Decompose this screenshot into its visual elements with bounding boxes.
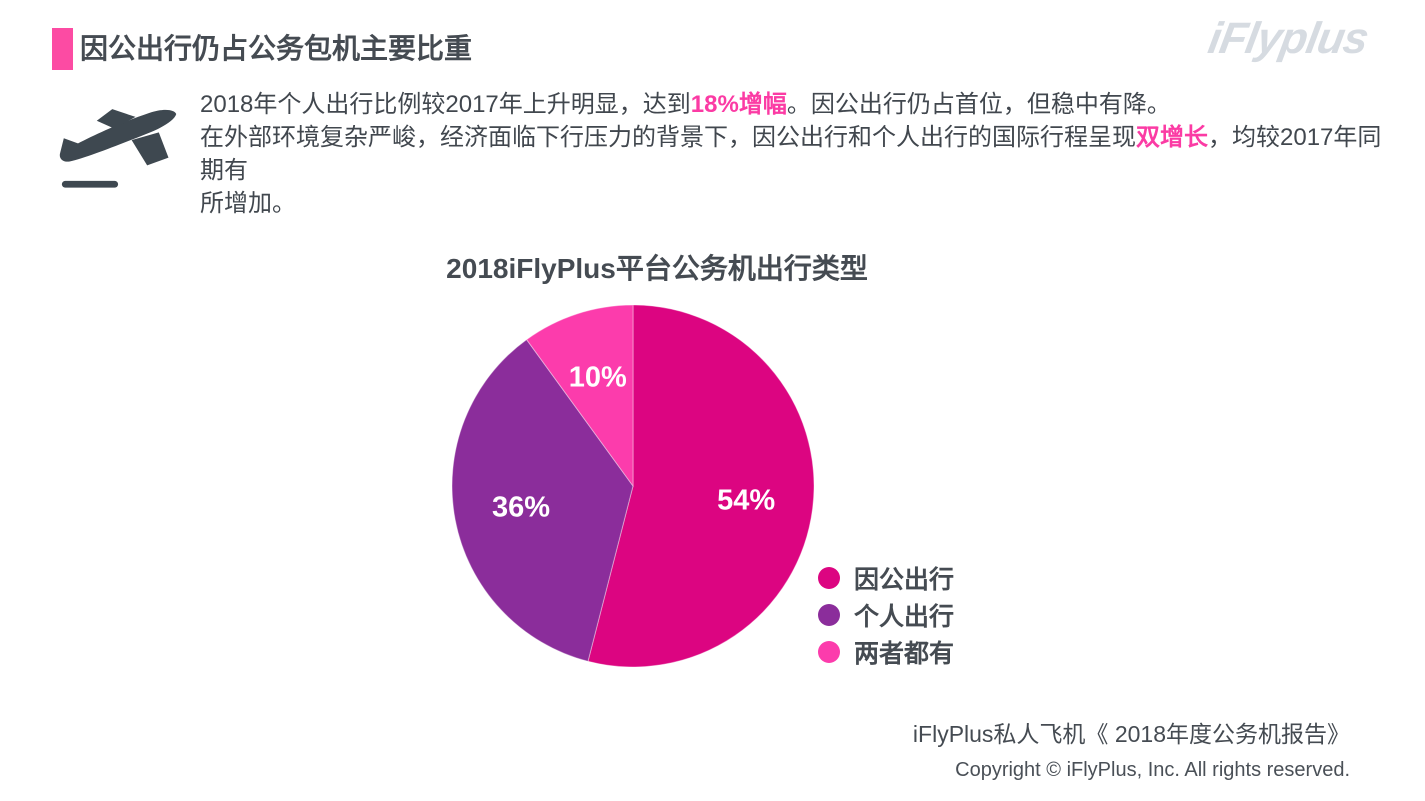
- legend-dot-icon: [818, 640, 840, 663]
- legend-item-2[interactable]: 个人出行: [818, 600, 954, 631]
- intro-text-segment: 。因公出行仍占首位，但稳中有降。: [786, 91, 1171, 118]
- pie-slice-两者都有[interactable]: [525, 304, 634, 488]
- plane-departure-icon: [59, 109, 177, 188]
- intro-paragraph: 2018年个人出行比例较2017年上升明显，达到18%增幅。因公出行仍占首位，但…: [200, 88, 1400, 220]
- intro-highlight: 双增长: [1136, 124, 1208, 151]
- pie-value-label: 10%: [569, 362, 627, 394]
- intro-text-segment: 在外部环境复杂严峻，经济面临下行压力的背景下，因公出行和个人出行的国际行程呈现: [200, 124, 1136, 151]
- page-title: 因公出行仍占公务包机主要比重: [80, 33, 473, 64]
- legend-dot-icon: [818, 603, 840, 626]
- intro-highlight: 18%增幅: [690, 91, 787, 118]
- chart-title: 2018iFlyPlus平台公务机出行类型: [446, 253, 868, 284]
- plane-ground-line: [61, 180, 119, 188]
- legend-item-1[interactable]: 因公出行: [818, 563, 954, 594]
- title-accent-bar-icon: [52, 28, 73, 70]
- copyright-text: Copyright © iFlyPlus, Inc. All rights re…: [955, 759, 1350, 781]
- chart-legend: 因公出行个人出行两者都有: [818, 563, 954, 668]
- legend-item-3[interactable]: 两者都有: [818, 637, 954, 668]
- plane-fuselage: [59, 109, 177, 162]
- pie-value-label: 54%: [717, 484, 775, 516]
- legend-dot-icon: [818, 566, 840, 589]
- intro-text-segment: ，均较2017年同期有: [200, 124, 1382, 184]
- pie-chart: 54% 36% 10%: [451, 304, 815, 668]
- pie-slice-个人出行[interactable]: [451, 338, 634, 662]
- intro-text-segment: 2018年个人出行比例较2017年上升明显，达到: [200, 91, 691, 118]
- intro-text-segment: 所增加。: [200, 190, 296, 217]
- plane-lower-wing: [131, 132, 169, 166]
- legend-label: 因公出行: [854, 565, 955, 594]
- report-source-text: iFlyPlus私人飞机《 2018年度公务机报告》: [912, 721, 1350, 747]
- iflyplus-logo: iFlyplus: [1204, 14, 1372, 63]
- plane-upper-wing: [96, 109, 136, 129]
- pie-value-label: 36%: [492, 491, 550, 523]
- pie-slice-因公出行[interactable]: [587, 304, 815, 668]
- legend-label: 两者都有: [854, 639, 955, 668]
- footer: iFlyPlus私人飞机《 2018年度公务机报告》 Copyright © i…: [913, 716, 1350, 788]
- legend-label: 个人出行: [854, 602, 955, 631]
